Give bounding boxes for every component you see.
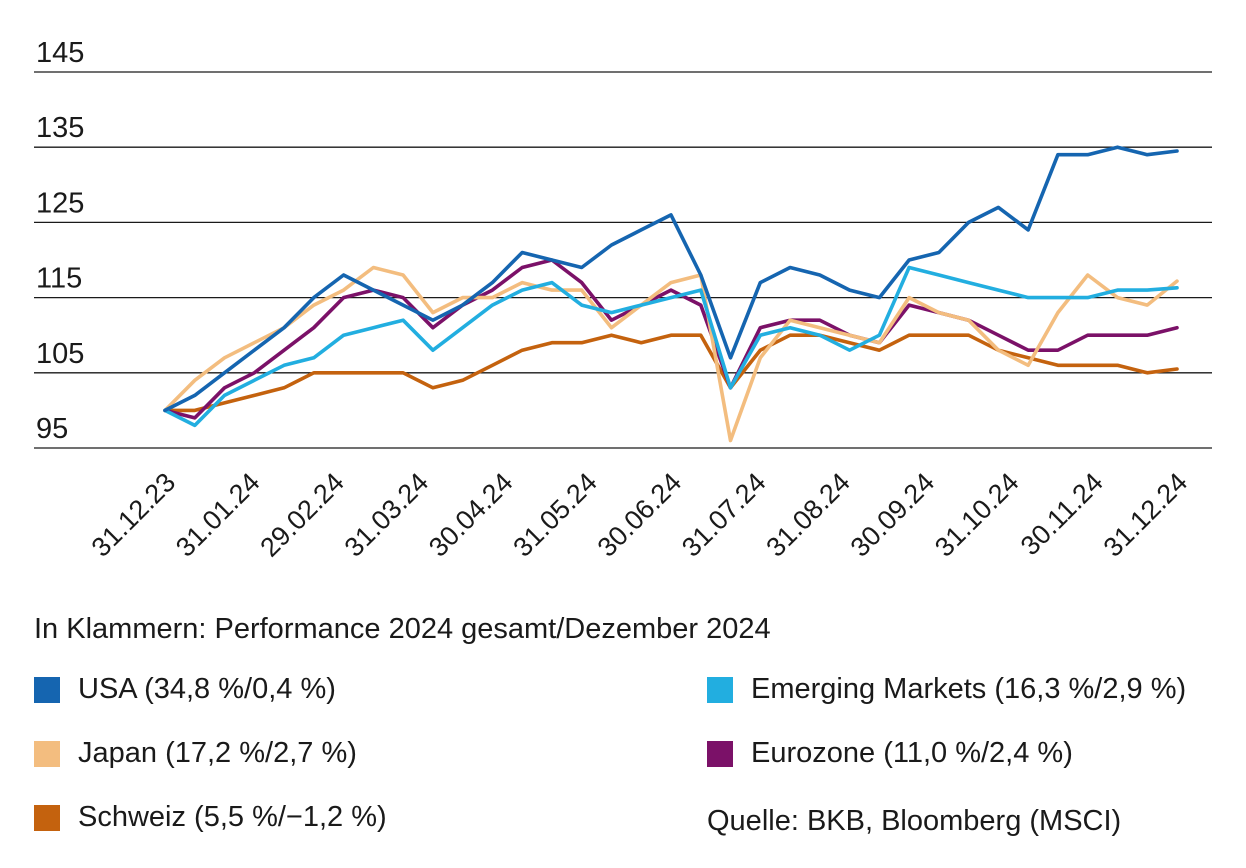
legend-item: Schweiz (5,5 %/−1,2 %): [34, 801, 387, 834]
legend-swatch: [707, 740, 733, 767]
y-tick-label: 135: [36, 112, 84, 144]
x-tick-label: 30.06.24: [592, 467, 688, 563]
y-tick-label: 145: [36, 37, 84, 69]
x-tick-label: 29.02.24: [254, 467, 350, 563]
legend-swatch: [34, 740, 60, 767]
legend-label: Eurozone (11,0 %/2,4 %): [751, 737, 1073, 769]
y-tick-label: 105: [36, 338, 84, 370]
x-tick-label: 30.04.24: [423, 467, 519, 563]
legend-label: Schweiz (5,5 %/−1,2 %): [78, 801, 387, 833]
legend-label: Japan (17,2 %/2,7 %): [78, 737, 357, 769]
x-tick-label: 31.12.23: [86, 467, 182, 563]
x-tick-label: 30.11.24: [1015, 467, 1109, 561]
x-tick-label: 31.10.24: [929, 467, 1025, 563]
x-tick-label: 31.01.24: [170, 467, 266, 563]
series-line-1: [163, 265, 1179, 428]
x-tick-label: 31.07.24: [676, 467, 772, 563]
line-chart: 95 105 115 125 135 145 31.12.2331.01.2429.02.…: [34, 37, 1212, 563]
source-note: Quelle: BKB, Bloomberg (MSCI): [707, 805, 1122, 837]
legend-swatch: [34, 804, 60, 831]
legend-label: Emerging Markets (16,3 %/2,9 %): [751, 673, 1187, 705]
y-tick-label: 115: [36, 263, 82, 295]
y-tick-label: 125: [36, 187, 84, 219]
gridlines: [34, 71, 1212, 449]
series-line-3: [163, 258, 1179, 420]
x-tick-label: 31.05.24: [507, 467, 603, 563]
legend-item: Emerging Markets (16,3 %/2,9 %): [707, 673, 1186, 706]
legend-label: USA (34,8 %/0,4 %): [78, 673, 336, 705]
x-tick-label: 31.08.24: [760, 467, 856, 563]
series-line-4: [163, 333, 1179, 413]
x-tick-label: 30.09.24: [845, 467, 941, 563]
x-axis-ticks: 31.12.2331.01.2429.02.2431.03.2430.04.24…: [86, 467, 1194, 563]
y-axis-ticks: 95 105 115 125 135 145: [36, 37, 84, 445]
legend-item: USA (34,8 %/0,4 %): [34, 673, 336, 706]
x-tick-label: 31.12.24: [1098, 467, 1194, 563]
x-tick-label: 31.03.24: [339, 467, 435, 563]
legend-item: Japan (17,2 %/2,7 %): [34, 737, 357, 770]
series-line-0: [163, 145, 1179, 413]
y-tick-label: 95: [36, 413, 68, 445]
legend-item: Eurozone (11,0 %/2,4 %): [707, 737, 1073, 770]
legend-swatch: [707, 676, 733, 703]
series-lines: [163, 145, 1179, 443]
chart-note: In Klammern: Performance 2024 gesamt/Dez…: [34, 613, 771, 645]
legend-swatch: [34, 676, 60, 703]
series-line-2: [163, 265, 1179, 443]
